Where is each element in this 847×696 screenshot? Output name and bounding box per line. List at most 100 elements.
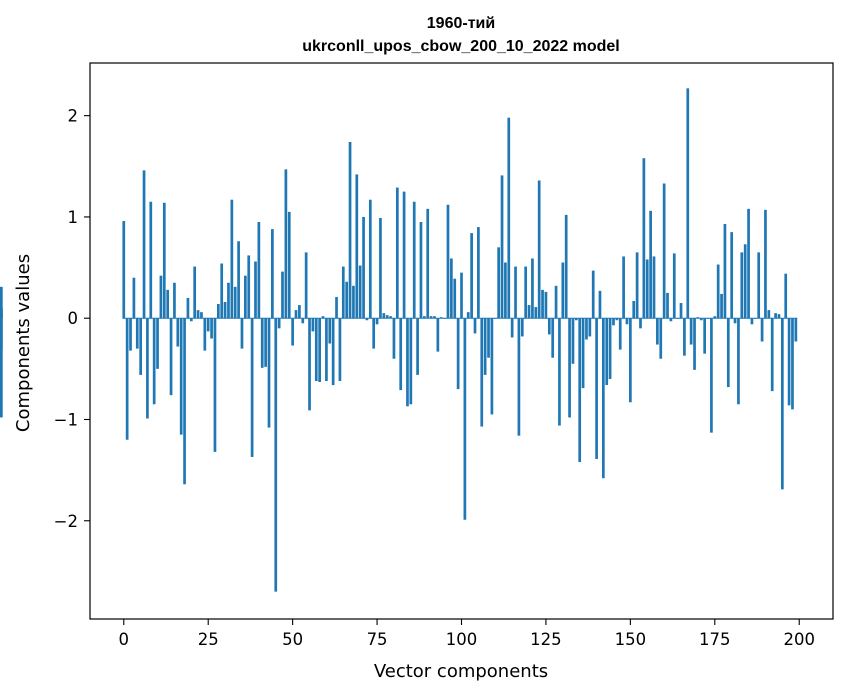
x-tick-label: 150 (615, 630, 647, 649)
x-tick-label: 25 (198, 630, 219, 649)
bar-68 (352, 285, 355, 319)
bar-166 (683, 318, 686, 356)
bar-59 (321, 316, 325, 319)
y-axis: −2 −1 0 1 2 (54, 107, 90, 531)
bar-184 (743, 244, 747, 319)
bar-198 (791, 318, 794, 410)
bar-82 (399, 318, 403, 391)
bar-191 (767, 310, 771, 319)
bar-16 (176, 318, 180, 347)
bar-undefined (0, 318, 3, 418)
bar-4 (135, 318, 139, 349)
bar-83 (402, 191, 406, 319)
bar-64 (338, 318, 342, 381)
bar-182 (737, 318, 740, 405)
bar-193 (774, 313, 777, 319)
bar-71 (362, 216, 365, 319)
bar-118 (520, 318, 524, 337)
bar-107 (483, 318, 487, 375)
bar-73 (368, 199, 372, 319)
bar-43 (267, 318, 271, 428)
bar-86 (412, 201, 416, 319)
bar-51 (294, 310, 298, 319)
bar-189 (760, 318, 764, 342)
bar-36 (244, 275, 247, 319)
bar-197 (787, 318, 791, 406)
x-axis: 0 25 50 75 100 125 150 175 200 (119, 619, 815, 649)
bar-199 (794, 318, 798, 342)
bar-190 (764, 209, 767, 319)
bar-11 (159, 275, 163, 319)
bar-38 (250, 318, 254, 457)
bar-62 (331, 318, 335, 386)
bar-76 (379, 217, 382, 319)
bar-70 (358, 265, 362, 319)
bar-77 (382, 313, 386, 319)
bar-167 (686, 88, 690, 319)
bar-98 (453, 278, 457, 319)
x-tick-label: 50 (282, 630, 303, 649)
bar-88 (419, 222, 423, 319)
x-tick-label: 75 (367, 630, 388, 649)
bar-25 (206, 318, 210, 332)
bar-133 (571, 318, 575, 364)
bar-32 (230, 199, 234, 319)
chart-title: 1960-тий (427, 15, 495, 32)
bar-122 (534, 307, 538, 319)
bar-169 (693, 318, 696, 370)
bar-65 (341, 266, 345, 319)
bar-67 (348, 141, 352, 319)
bar-137 (585, 318, 588, 340)
bar-92 (433, 316, 436, 319)
bar-124 (541, 289, 544, 319)
bar-7 (146, 318, 149, 419)
bar-121 (531, 258, 534, 319)
bar-155 (645, 259, 649, 319)
bar-168 (689, 318, 693, 345)
bar-138 (588, 318, 592, 337)
bar-66 (345, 281, 349, 319)
bar-15 (173, 282, 176, 319)
bar-106 (480, 318, 484, 427)
bar-48 (284, 169, 288, 319)
bar-46 (277, 318, 281, 329)
bar-125 (544, 291, 548, 319)
y-axis-label: Components values (13, 254, 34, 432)
bar-165 (679, 303, 683, 319)
bar-159 (659, 318, 663, 359)
bar-5 (139, 318, 143, 375)
bar-18 (183, 318, 186, 485)
bar-180 (730, 232, 734, 319)
bar-54 (304, 252, 308, 319)
bar-8 (149, 201, 153, 319)
x-tick-label: 125 (530, 630, 562, 649)
bar-57 (314, 318, 318, 381)
bar-156 (649, 210, 652, 319)
bar-186 (750, 318, 754, 325)
bar-181 (733, 318, 737, 324)
bar-78 (385, 315, 389, 319)
bar-79 (389, 316, 392, 319)
bar-2 (129, 318, 132, 351)
bar-22 (196, 310, 200, 319)
bar-158 (656, 318, 659, 345)
x-tick-label: 100 (446, 630, 478, 649)
bar-183 (740, 252, 744, 319)
bar-99 (456, 318, 460, 390)
bar-58 (318, 318, 321, 383)
bar-139 (591, 270, 595, 319)
bar-34 (237, 241, 240, 319)
bar-100 (460, 272, 463, 319)
bar-163 (672, 253, 676, 319)
bar-28 (216, 304, 220, 319)
chart-subtitle: ukrconll_upos_cbow_200_10_2022 model (302, 38, 619, 55)
x-tick-label: 200 (783, 630, 815, 649)
bar-112 (500, 175, 504, 319)
bar-27 (213, 318, 217, 452)
bar-115 (510, 318, 514, 338)
bar-56 (311, 318, 315, 332)
bar-39 (254, 261, 257, 319)
bar-75 (375, 318, 379, 325)
bar-192 (770, 318, 774, 392)
